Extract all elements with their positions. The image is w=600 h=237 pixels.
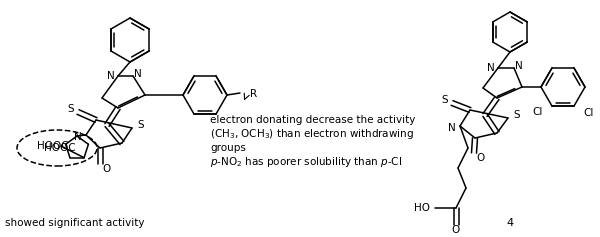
Text: N: N [487,63,495,73]
Text: N: N [515,61,523,71]
Text: N: N [134,69,142,79]
Text: showed significant activity: showed significant activity [5,218,145,228]
Text: HOOC: HOOC [37,141,68,151]
Text: Cl: Cl [533,107,543,117]
Text: R: R [250,89,257,99]
Text: Cl: Cl [583,108,593,118]
Text: S: S [137,120,143,130]
Text: O: O [452,225,460,235]
Text: S: S [67,104,74,114]
Text: 4: 4 [506,218,514,228]
Text: N: N [107,71,115,81]
Text: electron donating decrease the activity
(CH$_3$, OCH$_3$) than electron withdraw: electron donating decrease the activity … [210,115,415,169]
Text: N: N [448,123,456,133]
Text: N: N [74,132,82,142]
Text: O: O [476,153,484,163]
Text: HO: HO [414,203,430,213]
Text: S: S [513,110,520,120]
Text: HOOC: HOOC [44,143,76,153]
Text: O: O [102,164,110,174]
Text: S: S [442,95,448,105]
